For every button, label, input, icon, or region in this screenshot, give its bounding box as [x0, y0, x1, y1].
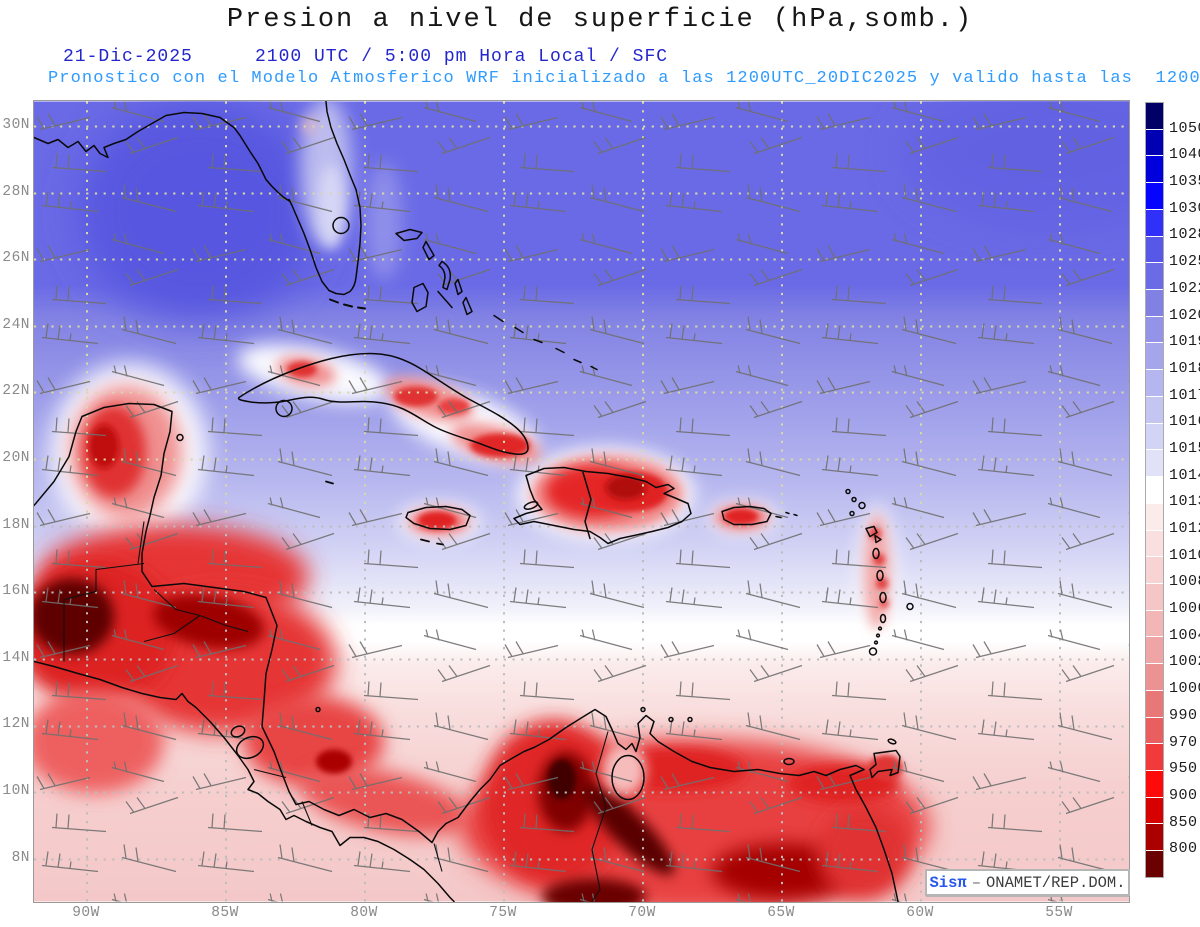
lon-tick-label: 70W: [628, 905, 656, 921]
colorbar-segment: [1146, 316, 1163, 344]
colorbar-tick-label: 1030: [1169, 199, 1200, 217]
country-borders: [63, 521, 609, 902]
pressure-map-canvas: [34, 101, 1129, 902]
colorbar-tick-label: 1022: [1169, 279, 1200, 297]
colorbar-tick-label: 1015: [1169, 439, 1200, 457]
colorbar-segment: [1146, 103, 1163, 130]
lat-tick-label: 8N: [11, 849, 30, 866]
colorbar-segment: [1146, 637, 1163, 665]
colorbar-segment: [1146, 583, 1163, 611]
colorbar-segment: [1146, 477, 1163, 504]
credit-org: ONAMET/REP.DOM.: [986, 873, 1126, 892]
colorbar-tick-label: 970: [1169, 733, 1198, 751]
colorbar-tick-label: 900: [1169, 786, 1198, 804]
lat-tick-label: 12N: [2, 716, 30, 733]
lon-tick-label: 85W: [211, 905, 239, 921]
colorbar-segment: [1146, 557, 1163, 584]
colorbar-segment: [1146, 824, 1163, 852]
colorbar-segment: [1146, 396, 1163, 424]
colorbar-tick-label: 950: [1169, 760, 1198, 778]
lat-tick-label: 22N: [2, 383, 30, 400]
colorbar-segment: [1146, 851, 1163, 877]
colorbar-segment: [1146, 530, 1163, 558]
lat-tick-label: 18N: [2, 516, 30, 533]
colorbar-tick-label: 1008: [1169, 573, 1200, 591]
colorbar-segment: [1146, 503, 1163, 531]
colorbar-segment: [1146, 263, 1163, 291]
colorbar-tick-label: 1013: [1169, 493, 1200, 511]
lon-tick-label: 65W: [767, 905, 795, 921]
colorbar-tick-label: 1010: [1169, 546, 1200, 564]
lat-tick-label: 30N: [2, 117, 30, 133]
header-model-line: Pronostico con el Modelo Atmosferico WRF…: [48, 69, 1200, 88]
header-date-label: 21-Dic-2025: [63, 47, 193, 67]
colorbar-segment: [1146, 664, 1163, 691]
colorbar-segment: [1146, 797, 1163, 825]
colorbar-segment: [1146, 129, 1163, 157]
colorbar-tick-label: 990: [1169, 706, 1198, 724]
lon-tick-label: 90W: [72, 905, 100, 921]
colorbar-tick-label: 1000: [1169, 680, 1200, 698]
colorbar-segment: [1146, 183, 1163, 210]
lat-tick-label: 28N: [2, 183, 30, 200]
lat-tick-label: 16N: [2, 583, 30, 600]
lon-tick-label: 55W: [1045, 905, 1073, 921]
colorbar-segment: [1146, 690, 1163, 718]
colorbar-segment: [1146, 156, 1163, 184]
colorbar-tick-label: 1035: [1169, 173, 1200, 191]
colorbar-tick-label: 1006: [1169, 600, 1200, 618]
colorbar-tick-label: 1018: [1169, 359, 1200, 377]
colorbar-tick-label: 850: [1169, 813, 1198, 831]
colorbar-tick-label: 1028: [1169, 226, 1200, 244]
lat-tick-label: 14N: [2, 649, 30, 666]
lat-tick-label: 24N: [2, 316, 30, 333]
colorbar-tick-label: 1012: [1169, 520, 1200, 538]
lat-tick-label: 26N: [2, 250, 30, 267]
lat-tick-label: 20N: [2, 450, 30, 466]
colorbar-segment: [1146, 209, 1163, 237]
credit-badge: Sisπ – ONAMET/REP.DOM.: [925, 869, 1130, 896]
colorbar-tick-label: 1040: [1169, 146, 1200, 164]
header-title: Presion a nivel de superficie (hPa,somb.…: [226, 5, 974, 35]
map-area: [33, 100, 1130, 903]
colorbar-segment: [1146, 423, 1163, 451]
colorbar-tick-label: 1002: [1169, 653, 1200, 671]
colorbar-tick-label: 1025: [1169, 253, 1200, 271]
brand-logo: Sisπ: [929, 873, 967, 892]
colorbar-tick-label: 1019: [1169, 333, 1200, 351]
colorbar-tick-label: 1020: [1169, 306, 1200, 324]
wind-barbs-layer: [34, 101, 1129, 902]
lat-tick-label: 10N: [2, 783, 30, 799]
lon-tick-label: 75W: [489, 905, 517, 921]
colorbar-tick-label: 1014: [1169, 466, 1200, 484]
colorbar-segment: [1146, 744, 1163, 771]
colorbar-tick-label: 1050: [1169, 119, 1200, 137]
header-time-label: 2100 UTC / 5:00 pm Hora Local / SFC: [255, 47, 669, 67]
colorbar-segment: [1146, 610, 1163, 638]
colorbar-tick-label: 1016: [1169, 413, 1200, 431]
colorbar-segment: [1146, 770, 1163, 798]
colorbar-segment: [1146, 450, 1163, 478]
credit-separator: –: [971, 873, 981, 892]
colorbar-tick-label: 1004: [1169, 626, 1200, 644]
colorbar-segment: [1146, 343, 1163, 371]
colorbar-segment: [1146, 370, 1163, 397]
colorbar-segment: [1146, 717, 1163, 745]
pressure-colorbar: [1145, 102, 1164, 878]
colorbar-tick-label: 1017: [1169, 386, 1200, 404]
colorbar-segment: [1146, 290, 1163, 317]
coastlines: [34, 101, 914, 902]
colorbar-tick-label: 800: [1169, 840, 1198, 858]
lon-tick-label: 80W: [350, 905, 378, 921]
colorbar-segment: [1146, 236, 1163, 264]
lon-tick-label: 60W: [906, 905, 934, 921]
